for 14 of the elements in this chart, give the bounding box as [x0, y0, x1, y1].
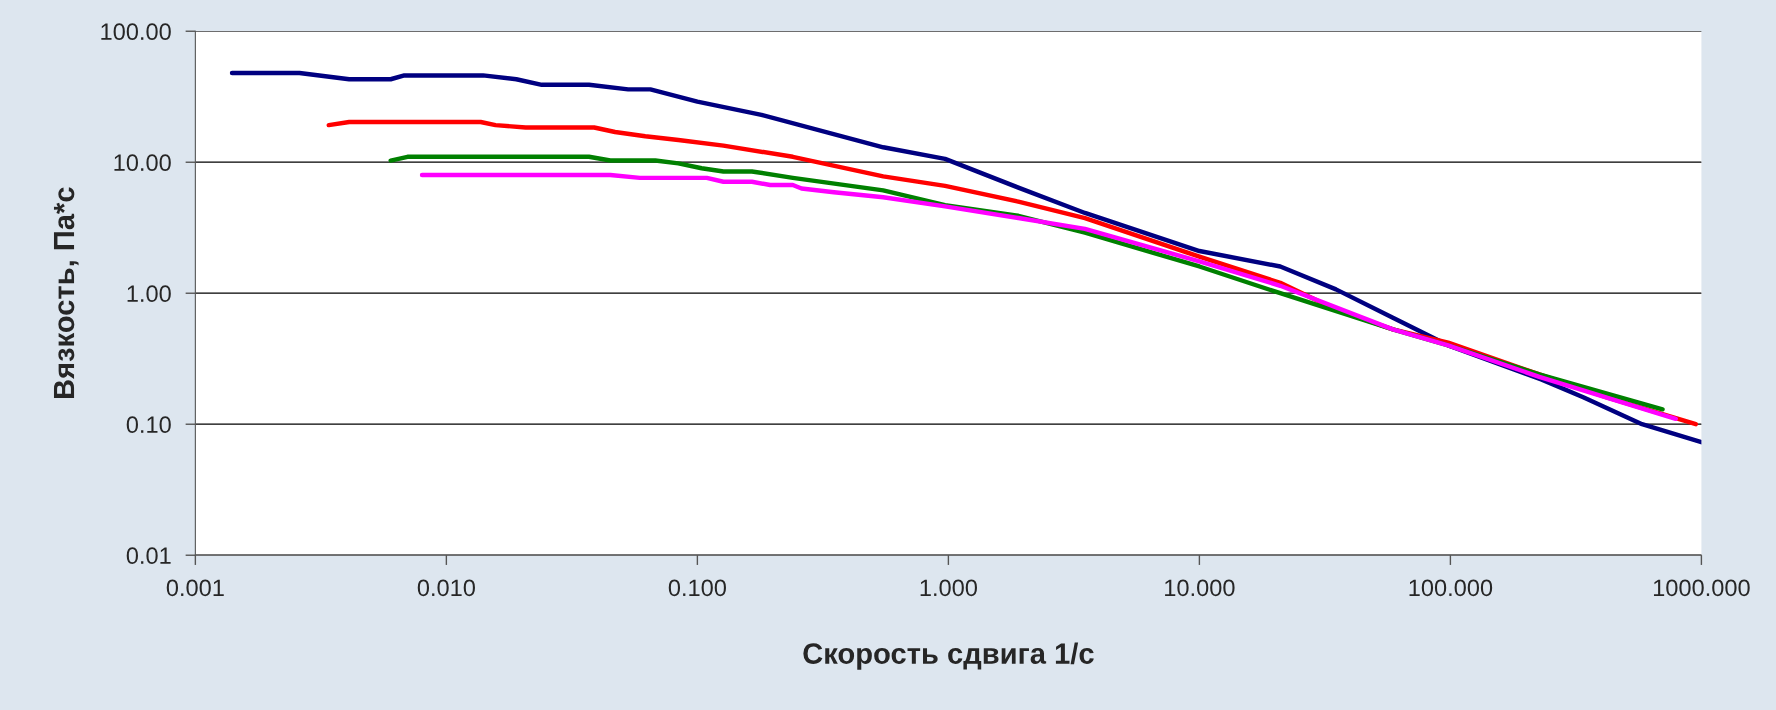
y-tick-label: 0.01	[126, 547, 171, 565]
x-tick-label: 0.001	[166, 579, 224, 597]
x-tick-label: 0.010	[417, 579, 475, 597]
y-axis-title: Вязкость, Па*с	[53, 187, 79, 399]
x-axis-title: Скорость сдвига 1/с	[803, 642, 1094, 670]
y-tick-label: 1.00	[127, 285, 171, 303]
x-tick-label: 10.000	[1165, 579, 1235, 597]
x-tick-label: 0.100	[668, 579, 726, 597]
y-tick-label: 100.00	[101, 23, 171, 41]
y-tick-label: 10.00	[114, 154, 171, 172]
y-tick-label: 0.10	[126, 416, 171, 434]
x-tick-label: 100.000	[1409, 579, 1493, 597]
x-tick-label: 1000.000	[1653, 579, 1750, 597]
x-tick-label: 1.000	[920, 579, 978, 597]
